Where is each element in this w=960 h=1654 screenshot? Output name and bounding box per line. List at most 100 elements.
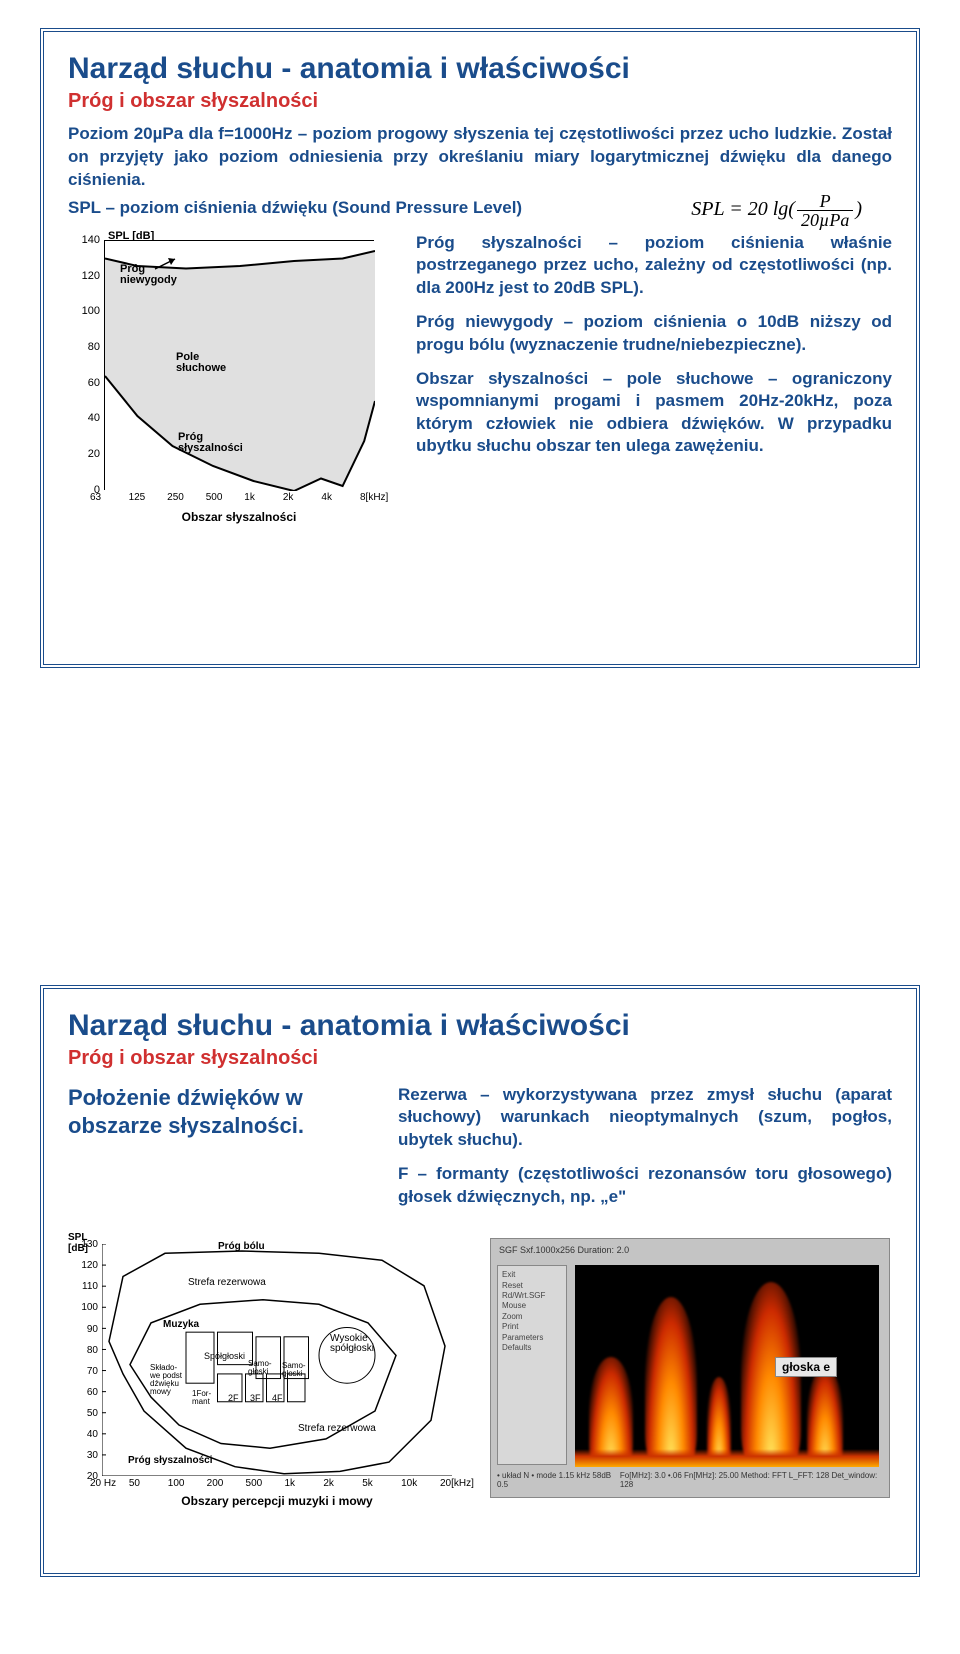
- formula-denominator: 20µPa: [797, 211, 853, 229]
- slide2-top-row: Położenie dźwięków w obszarze słyszalnoś…: [68, 1084, 892, 1220]
- chart1-ytick: 100: [68, 305, 100, 317]
- label-strefa-top: Strefa rezerwowa: [188, 1278, 266, 1288]
- chart2-xtick: 500: [246, 1478, 263, 1489]
- spectro-panel-item: Mouse: [502, 1301, 562, 1311]
- label-f4: 4F: [272, 1394, 283, 1403]
- spectro-panel-item: Exit: [502, 1270, 562, 1280]
- slide1-paragraphs: Próg słyszalności – poziom ciśnienia wła…: [416, 232, 892, 532]
- spectro-bottom-band: [575, 1449, 879, 1467]
- formula-lhs: SPL = 20 lg(: [691, 198, 795, 220]
- slide1-para2: Próg niewygody – poziom ciśnienia o 10dB…: [416, 311, 892, 356]
- label-strefa-bot: Strefa rezerwowa: [298, 1424, 376, 1434]
- label-prog-niewygody: Prógniewygody: [120, 264, 177, 287]
- slide2-para2: F – formanty (częstotliwości rezonansów …: [398, 1163, 892, 1208]
- chart2-xlabel: Obszary percepcji muzyki i mowy: [102, 1494, 452, 1508]
- slide1-subtitle: Próg i obszar słyszalności: [68, 90, 892, 113]
- spectro-panel-item: Zoom: [502, 1312, 562, 1322]
- spectro-bottom-right: Fo[MHz]: 3.0 •.06 Fn[MHz]: 25.00 Method:…: [620, 1471, 883, 1493]
- spectro-bottombar: • układ N • mode 1.15 kHz 58dB 0.5 Fo[MH…: [497, 1471, 883, 1493]
- chart1-xtick: 500: [206, 492, 223, 503]
- position-label: Położenie dźwięków w obszarze słyszalnoś…: [68, 1084, 368, 1220]
- chart2-ytick: 40: [68, 1429, 98, 1440]
- chart1-xtick: 250: [167, 492, 184, 503]
- formula-numerator: P: [797, 192, 853, 211]
- chart2-ytick: 30: [68, 1450, 98, 1461]
- spectro-flame: [645, 1297, 697, 1467]
- chart2-ytick: 100: [68, 1302, 98, 1313]
- label-prog-slyszalnosci: Prógsłyszalności: [178, 432, 243, 455]
- slide1-content: SPL [dB] 020406080100120140 631252505001…: [68, 232, 892, 532]
- slide2-para1: Rezerwa – wykorzystywana przez zmysł słu…: [398, 1084, 892, 1151]
- chart2-xtick: 100: [168, 1478, 185, 1489]
- chart2-xtick: 5k: [362, 1478, 373, 1489]
- gloska-label: głoska e: [775, 1357, 837, 1377]
- spl-formula: SPL = 20 lg(P20µPa): [691, 192, 862, 229]
- spectro-panel-item: Print: [502, 1322, 562, 1332]
- chart2-xtick: 20[kHz]: [440, 1478, 474, 1489]
- chart2-ytick: 60: [68, 1387, 98, 1398]
- chart2-xtick: 50: [129, 1478, 140, 1489]
- formula-close: ): [855, 198, 862, 220]
- label-samogl2: Samo-głoski: [282, 1362, 306, 1378]
- spectro-panel: ExitResetRd/Wrt.SGFMouseZoomPrintParamet…: [497, 1265, 567, 1465]
- slide-1: Narząd słuchu - anatomia i właściwości P…: [40, 28, 920, 668]
- chart1-xtick: 125: [129, 492, 146, 503]
- chart1-xtick: 2k: [283, 492, 294, 503]
- slide2-image-row: SPL[dB] 2030405060708090100110120130 20 …: [68, 1238, 892, 1518]
- slide1-intro: Poziom 20µPa dla f=1000Hz – poziom progo…: [68, 123, 892, 192]
- chart2-ytick: 80: [68, 1345, 98, 1356]
- chart2-ytick: 110: [68, 1281, 98, 1292]
- chart2-xtick: 2k: [323, 1478, 334, 1489]
- chart2-ytick: 90: [68, 1324, 98, 1335]
- chart1-ytick: 80: [68, 341, 100, 353]
- label-muzyka: Muzyka: [163, 1320, 199, 1330]
- label-formant1: 1For-mant: [192, 1390, 211, 1406]
- formula-fraction: P20µPa: [797, 192, 853, 229]
- chart1-ytick: 40: [68, 412, 100, 424]
- chart2-ytick: 130: [68, 1239, 98, 1250]
- label-spolgloski: Spółgłoski: [204, 1352, 245, 1361]
- slide1-para1: Próg słyszalności – poziom ciśnienia wła…: [416, 232, 892, 299]
- chart2-ytick: 50: [68, 1408, 98, 1419]
- spectro-panel-item: Reset: [502, 1281, 562, 1291]
- chart1-ytick: 60: [68, 377, 100, 389]
- label-prog-slyszalnosci2: Próg słyszalności: [128, 1456, 212, 1466]
- chart1-xtick: 8[kHz]: [360, 492, 388, 503]
- spectro-topbar: SGF Sxf.1000x256 Duration: 2.0: [497, 1245, 883, 1261]
- spectrogram: SGF Sxf.1000x256 Duration: 2.0 ExitReset…: [490, 1238, 890, 1498]
- label-f3: 3F: [250, 1394, 261, 1403]
- slide1-title: Narząd słuchu - anatomia i właściwości: [68, 52, 892, 86]
- chart1-xlabel: Obszar słyszalności: [104, 510, 374, 524]
- label-prog-bolu: Próg bólu: [218, 1242, 265, 1252]
- spectro-panel-item: Rd/Wrt.SGF: [502, 1291, 562, 1301]
- spectro-plot: głoska e: [575, 1265, 879, 1467]
- chart2-plot: [102, 1244, 452, 1476]
- hearing-area-chart: SPL [dB] 020406080100120140 631252505001…: [68, 232, 398, 532]
- chart1-xtick: 1k: [244, 492, 255, 503]
- spectro-panel-item: Parameters: [502, 1333, 562, 1343]
- chart2-svg: [102, 1244, 452, 1476]
- spl-label: SPL – poziom ciśnienia dźwięku (Sound Pr…: [68, 198, 522, 217]
- speech-music-chart: SPL[dB] 2030405060708090100110120130 20 …: [68, 1238, 468, 1518]
- chart1-ytick: 120: [68, 270, 100, 282]
- slide-2: Narząd słuchu - anatomia i właściwości P…: [40, 985, 920, 1577]
- spectro-bottom-left: • układ N • mode 1.15 kHz 58dB 0.5: [497, 1471, 620, 1493]
- chart2-ytick: 70: [68, 1366, 98, 1377]
- chart1-ytick: 140: [68, 234, 100, 246]
- chart1-xtick: 4k: [321, 492, 332, 503]
- chart1-ytick: 20: [68, 448, 100, 460]
- chart2-ytick: 120: [68, 1260, 98, 1271]
- slide1-para3: Obszar słyszalności – pole słuchowe – og…: [416, 368, 892, 458]
- label-f2: 2F: [228, 1394, 239, 1403]
- label-samogl1: Samo-głoski: [248, 1360, 272, 1376]
- chart1-xtick: 63: [90, 492, 101, 503]
- slide2-paragraphs: Rezerwa – wykorzystywana przez zmysł słu…: [398, 1084, 892, 1220]
- chart2-xtick: 10k: [401, 1478, 417, 1489]
- chart2-xtick: 20 Hz: [90, 1478, 116, 1489]
- label-wysokie: Wysokiespółgłoski: [330, 1334, 374, 1354]
- spl-row: SPL – poziom ciśnienia dźwięku (Sound Pr…: [68, 198, 892, 218]
- chart2-xtick: 200: [207, 1478, 224, 1489]
- slide2-title: Narząd słuchu - anatomia i właściwości: [68, 1009, 892, 1043]
- chart2-xtick: 1k: [284, 1478, 295, 1489]
- label-pole-sluchowe: Polesłuchowe: [176, 352, 226, 375]
